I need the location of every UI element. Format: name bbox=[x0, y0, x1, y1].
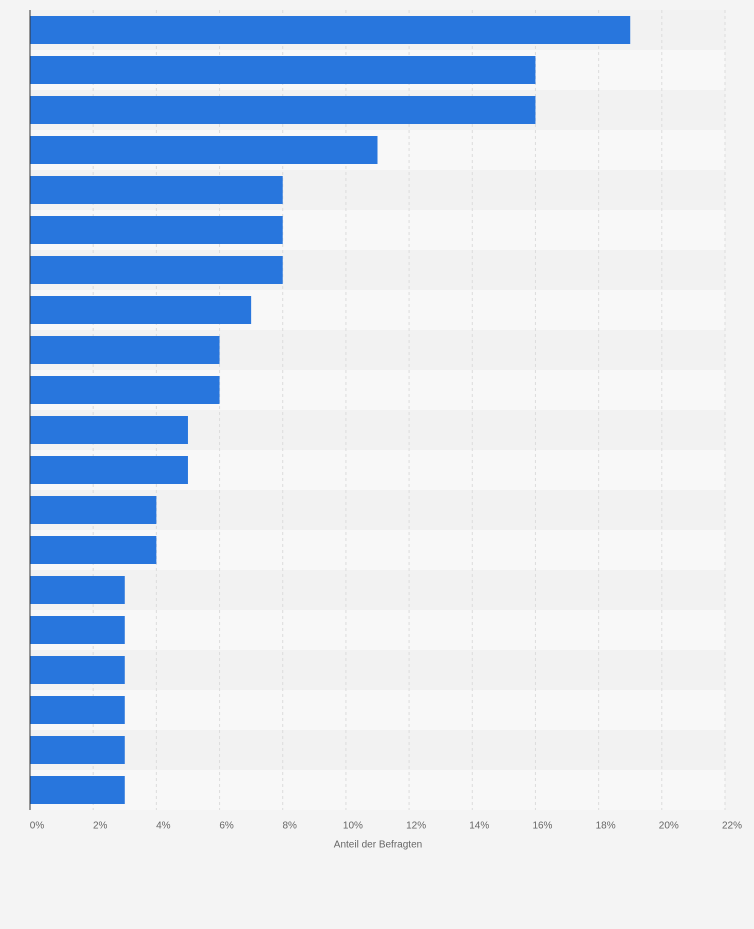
bar bbox=[30, 296, 252, 324]
bar bbox=[30, 336, 220, 364]
x-tick-label: 6% bbox=[219, 821, 234, 832]
row-band bbox=[30, 690, 725, 730]
row-band bbox=[30, 770, 725, 810]
x-tick-label: 4% bbox=[156, 821, 171, 832]
bar bbox=[30, 536, 157, 564]
x-tick-label: 2% bbox=[93, 821, 108, 832]
x-axis-label: Anteil der Befragten bbox=[334, 840, 422, 851]
bar bbox=[30, 576, 125, 604]
x-tick-label: 10% bbox=[343, 821, 363, 832]
bar bbox=[30, 456, 188, 484]
bar bbox=[30, 96, 536, 124]
bar bbox=[30, 16, 631, 44]
bar bbox=[30, 616, 125, 644]
x-tick-label: 8% bbox=[283, 821, 298, 832]
bar bbox=[30, 256, 283, 284]
bar bbox=[30, 376, 220, 404]
x-tick-label: 22% bbox=[722, 821, 742, 832]
x-tick-label: 0% bbox=[30, 821, 45, 832]
x-tick-label: 16% bbox=[532, 821, 552, 832]
row-band bbox=[30, 730, 725, 770]
row-band bbox=[30, 610, 725, 650]
x-tick-label: 14% bbox=[469, 821, 489, 832]
bar bbox=[30, 416, 188, 444]
bar bbox=[30, 736, 125, 764]
bar bbox=[30, 696, 125, 724]
x-tick-label: 12% bbox=[406, 821, 426, 832]
bar bbox=[30, 56, 536, 84]
row-band bbox=[30, 570, 725, 610]
x-tick-label: 20% bbox=[659, 821, 679, 832]
row-band bbox=[30, 650, 725, 690]
x-tick-label: 18% bbox=[596, 821, 616, 832]
bar bbox=[30, 216, 283, 244]
bar bbox=[30, 656, 125, 684]
bar bbox=[30, 776, 125, 804]
bar bbox=[30, 176, 283, 204]
bar bbox=[30, 136, 378, 164]
bar bbox=[30, 496, 157, 524]
